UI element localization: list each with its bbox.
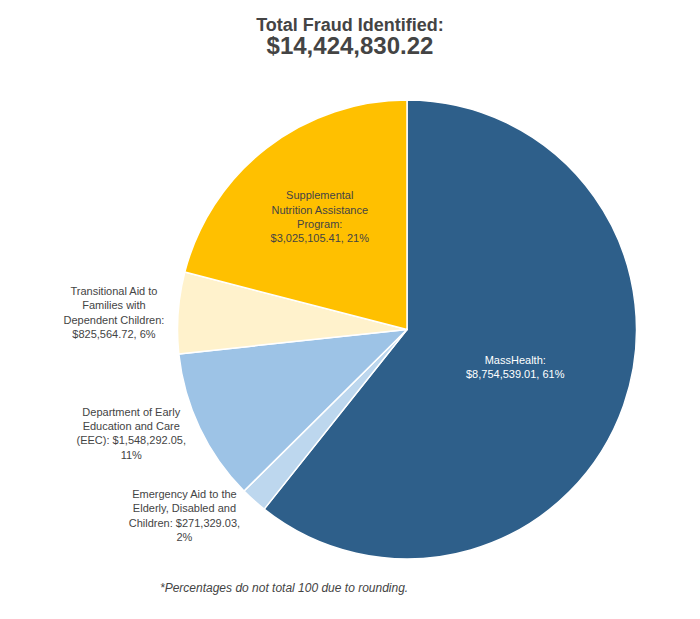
- svg-text:Emergency Aid to theElderly, D: Emergency Aid to theElderly, Disabled an…: [129, 488, 240, 543]
- svg-text:*Percentages do not total 100: *Percentages do not total 100 due to rou…: [160, 581, 408, 595]
- svg-text:SupplementalNutrition Assistan: SupplementalNutrition AssistanceProgram:…: [271, 189, 370, 244]
- svg-text:Total Fraud Identified:$14,424: Total Fraud Identified:$14,424,830.22: [256, 15, 444, 59]
- svg-text:Department of EarlyEducation a: Department of EarlyEducation and Care(EE…: [77, 406, 186, 461]
- svg-text:MassHealth:$8,754,539.01, 61%: MassHealth:$8,754,539.01, 61%: [466, 354, 565, 380]
- svg-text:Transitional Aid toFamilies wi: Transitional Aid toFamilies withDependen…: [63, 285, 164, 340]
